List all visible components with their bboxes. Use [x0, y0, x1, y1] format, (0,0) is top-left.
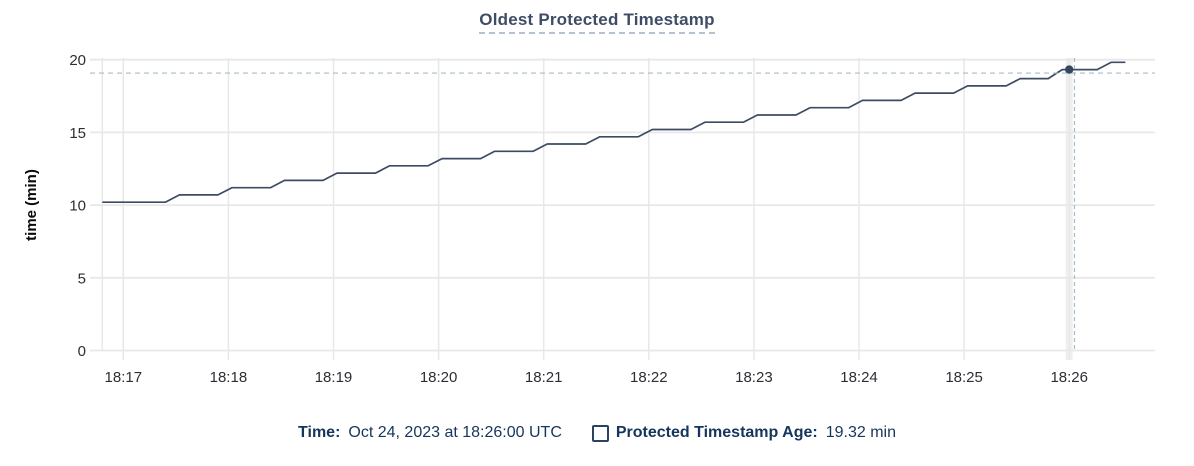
x-tick-label: 18:25 — [945, 369, 983, 386]
chart-title-row: Oldest Protected Timestamp — [0, 10, 1194, 34]
y-tick-label: 0 — [78, 343, 86, 360]
x-tick-label: 18:23 — [735, 369, 773, 386]
y-tick-label: 15 — [69, 125, 86, 142]
series-line — [102, 61, 1126, 204]
time-label: Time: — [298, 424, 341, 441]
time-value: Oct 24, 2023 at 18:26:00 UTC — [348, 424, 562, 441]
hover-dot — [1065, 65, 1074, 74]
chart-title[interactable]: Oldest Protected Timestamp — [479, 10, 715, 34]
x-tick-label: 18:26 — [1050, 369, 1088, 386]
x-tick-label: 18:24 — [840, 369, 878, 386]
y-tick-label: 20 — [69, 52, 86, 69]
series-label: Protected Timestamp Age: — [615, 424, 818, 441]
y-axis-title: time (min) — [23, 169, 40, 241]
x-tick-label: 18:18 — [210, 369, 248, 386]
y-tick-label: 10 — [69, 198, 86, 215]
x-tick-label: 18:17 — [105, 369, 143, 386]
y-tick-label: 5 — [78, 270, 86, 287]
x-tick-label: 18:21 — [525, 369, 563, 386]
x-tick-label: 18:19 — [315, 369, 353, 386]
hover-legend: Time: Oct 24, 2023 at 18:26:00 UTC Prote… — [0, 422, 1194, 444]
x-tick-label: 18:22 — [630, 369, 668, 386]
timeseries-chart[interactable]: 0 5 10 15 20 18:17 18:18 18:19 18:20 18:21 18:22 18… — [0, 0, 1194, 410]
x-tick-label: 18:20 — [420, 369, 458, 386]
series-value: 19.32 min — [825, 424, 896, 441]
series-checkbox-icon[interactable] — [591, 424, 609, 442]
